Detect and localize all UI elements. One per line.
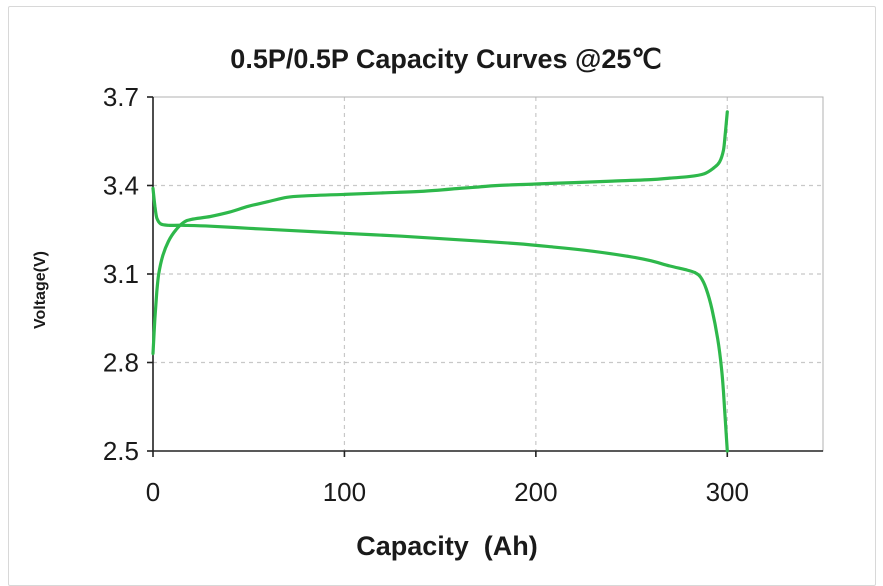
y-tick-label: 2.8 [103,348,139,378]
y-tick-label: 3.7 [103,82,139,112]
capacity-chart: 0.5P/0.5P Capacity Curves @25℃ 2.5 2.8 3.1… [32,44,824,561]
grid-lines [153,97,823,451]
y-tick-label: 3.1 [103,259,139,289]
y-axis-label: Voltage(V) [32,251,49,329]
x-tick-label: 100 [323,477,366,507]
plot-frame [147,96,824,457]
series-group [151,110,729,453]
series-line-2 [151,186,729,453]
x-tick-labels: 0 100 200 300 [146,477,749,507]
x-tick-label: 0 [146,477,160,507]
y-tick-label: 3.4 [103,171,139,201]
y-tick-labels: 2.5 2.8 3.1 3.4 3.7 [103,82,139,466]
chart-title: 0.5P/0.5P Capacity Curves @25℃ [230,44,661,74]
y-tick-label: 2.5 [103,436,139,466]
x-tick-label: 300 [706,477,749,507]
x-tick-label: 200 [514,477,557,507]
series-line-1 [151,110,729,356]
x-axis-label: Capacity (Ah) [356,531,538,561]
